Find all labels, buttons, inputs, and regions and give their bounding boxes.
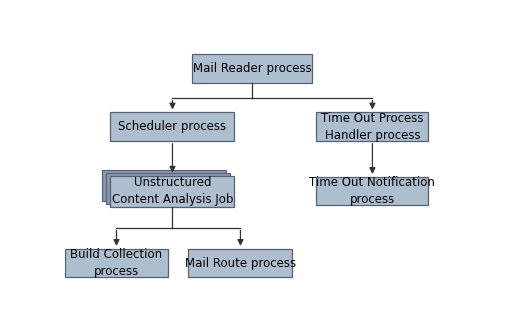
FancyBboxPatch shape [64, 249, 168, 277]
Text: Mail Reader process: Mail Reader process [193, 62, 312, 75]
FancyBboxPatch shape [110, 175, 234, 207]
Text: Scheduler process: Scheduler process [118, 120, 227, 133]
Text: Time Out Notification
process: Time Out Notification process [310, 176, 436, 206]
FancyBboxPatch shape [110, 112, 234, 141]
FancyBboxPatch shape [192, 54, 312, 83]
FancyBboxPatch shape [106, 173, 230, 204]
FancyBboxPatch shape [316, 112, 428, 141]
Text: Unstructured
Content Analysis Job: Unstructured Content Analysis Job [112, 176, 233, 206]
Text: Build Collection
process: Build Collection process [70, 248, 163, 278]
FancyBboxPatch shape [102, 170, 225, 201]
Text: Mail Route process: Mail Route process [185, 257, 296, 270]
FancyBboxPatch shape [316, 177, 428, 205]
Text: Time Out Process
Handler process: Time Out Process Handler process [321, 112, 424, 142]
FancyBboxPatch shape [188, 249, 293, 277]
